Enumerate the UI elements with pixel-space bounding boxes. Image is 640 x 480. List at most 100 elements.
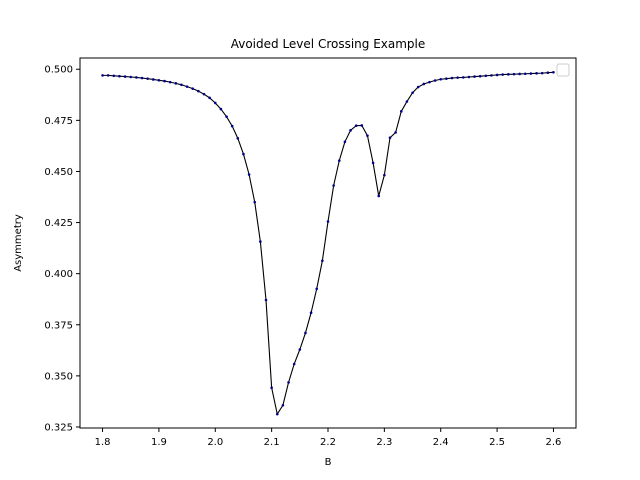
data-point	[349, 129, 352, 132]
x-tick-label: 1.9	[151, 437, 167, 448]
y-tick-label: 0.450	[44, 167, 73, 178]
data-point	[230, 124, 234, 128]
data-point	[394, 131, 397, 134]
data-point	[315, 287, 319, 291]
data-point	[416, 85, 420, 89]
data-point	[501, 73, 505, 76]
data-point	[383, 173, 386, 177]
data-point	[456, 76, 459, 79]
data-point	[523, 72, 527, 76]
data-point	[304, 331, 307, 335]
x-tick-label: 2.2	[320, 437, 336, 448]
data-point	[411, 91, 414, 95]
data-point	[275, 412, 279, 416]
data-point	[174, 82, 178, 85]
x-tick-label: 1.8	[95, 437, 111, 448]
y-tick-label: 0.475	[44, 116, 73, 127]
data-point	[399, 110, 403, 113]
data-point	[360, 124, 364, 127]
x-tick-label: 2.0	[207, 437, 223, 448]
data-point	[343, 140, 347, 144]
y-tick-label: 0.425	[44, 218, 73, 229]
data-point	[185, 85, 189, 88]
data-point	[253, 200, 257, 204]
data-point	[433, 79, 437, 82]
chart-title: Avoided Level Crossing Example	[231, 37, 426, 51]
y-tick-label: 0.375	[44, 320, 73, 331]
data-point	[495, 73, 499, 77]
data-point	[405, 100, 409, 103]
data-point	[546, 71, 550, 75]
plot-layer	[101, 71, 555, 416]
x-tick-label: 2.3	[376, 437, 392, 448]
x-tick-label: 2.6	[546, 437, 562, 448]
data-point	[140, 76, 144, 80]
data-point	[512, 72, 516, 76]
data-point	[439, 77, 443, 81]
data-point	[461, 76, 465, 79]
data-point	[371, 161, 375, 165]
data-point	[208, 96, 211, 100]
data-point	[366, 134, 369, 137]
legend-box	[556, 63, 570, 77]
data-point	[247, 173, 251, 176]
data-point	[529, 72, 533, 75]
data-point	[507, 73, 510, 76]
data-point	[473, 75, 476, 78]
data-point	[326, 220, 330, 223]
data-point	[191, 87, 195, 90]
data-point	[428, 80, 431, 84]
x-axis-label: B	[325, 457, 332, 468]
y-tick-label: 0.400	[44, 269, 73, 280]
data-point	[180, 83, 183, 87]
data-point	[332, 184, 335, 187]
y-tick-label: 0.350	[44, 371, 73, 382]
y-tick-label: 0.325	[44, 422, 73, 433]
data-point	[219, 107, 223, 111]
x-tick-label: 2.4	[433, 437, 449, 448]
data-point	[287, 381, 290, 384]
data-point	[157, 78, 161, 82]
data-point	[236, 137, 240, 140]
data-point	[270, 386, 273, 390]
data-point	[535, 72, 538, 75]
data-point	[123, 75, 127, 78]
data-point	[292, 362, 296, 366]
data-point	[490, 74, 493, 77]
data-point	[259, 240, 262, 243]
data-point	[552, 71, 555, 74]
data-point	[377, 194, 381, 198]
y-tick-label: 0.500	[44, 65, 73, 76]
data-point	[445, 77, 448, 80]
x-tick-label: 2.5	[489, 437, 505, 448]
data-point	[478, 74, 482, 78]
data-point	[202, 92, 206, 96]
data-point	[118, 74, 121, 78]
data-point	[422, 82, 426, 86]
data-point	[129, 75, 133, 79]
data-point	[151, 78, 155, 81]
data-point	[484, 74, 488, 78]
data-point	[518, 72, 521, 76]
data-point	[101, 74, 104, 77]
y-axis-label: Asymmetry	[13, 214, 24, 272]
data-point	[540, 71, 544, 75]
data-point	[197, 89, 200, 93]
data-point	[242, 152, 245, 156]
data-point	[450, 76, 454, 80]
data-point	[467, 75, 471, 79]
data-point	[354, 124, 358, 127]
data-point	[321, 259, 324, 263]
x-axis: 1.8 1.9 2.0 2.1 2.2 2.3 2.4 2.5 2.6	[95, 428, 562, 448]
data-point	[112, 74, 116, 78]
data-point	[213, 101, 217, 105]
x-tick-label: 2.1	[264, 437, 280, 448]
data-point	[298, 348, 302, 351]
data-point	[146, 77, 149, 80]
data-point	[225, 115, 228, 118]
data-point	[135, 76, 138, 79]
data-point	[337, 159, 341, 162]
data-point	[388, 136, 392, 140]
